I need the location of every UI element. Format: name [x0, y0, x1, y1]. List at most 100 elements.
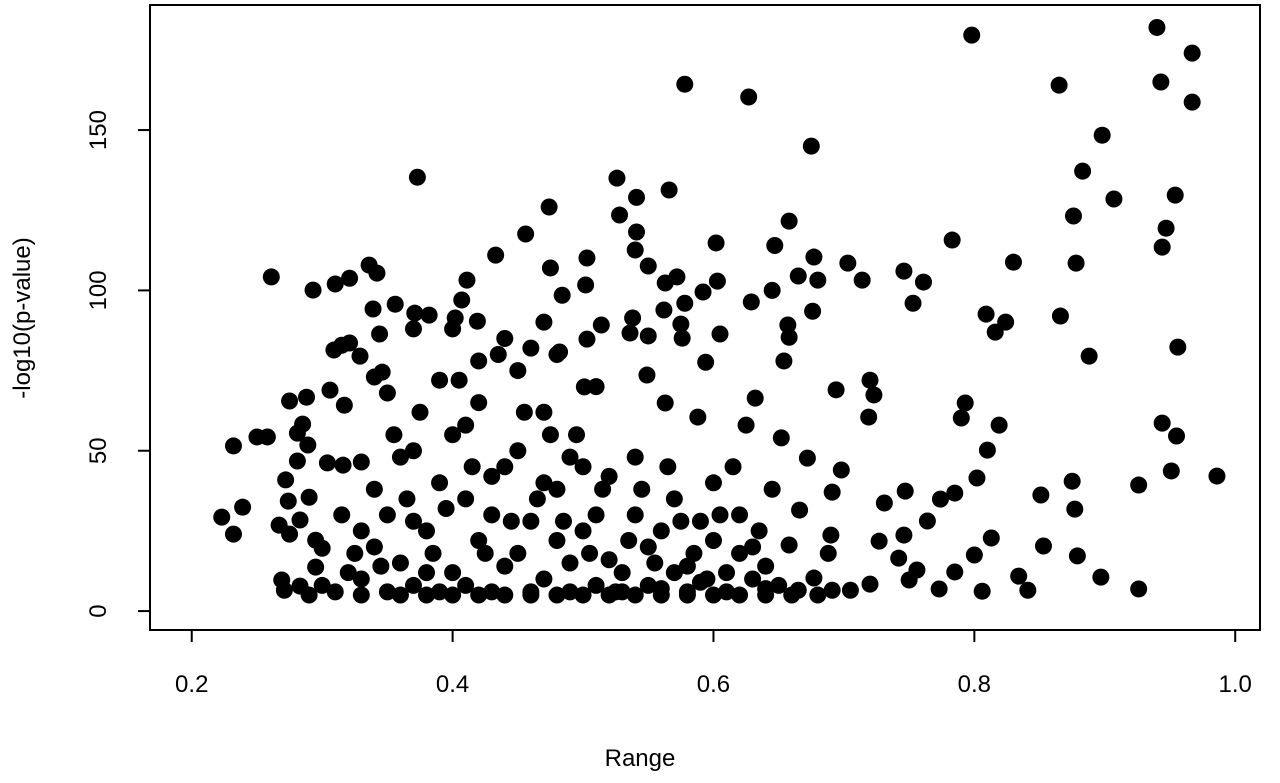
- point: [509, 362, 527, 380]
- point: [805, 248, 823, 266]
- point: [678, 557, 696, 575]
- point: [418, 522, 436, 540]
- point: [875, 494, 893, 512]
- point: [1034, 537, 1052, 555]
- point: [918, 512, 936, 530]
- point: [224, 437, 242, 455]
- x-tick-label: 0.6: [697, 671, 730, 698]
- point: [1019, 581, 1037, 599]
- point: [676, 294, 694, 312]
- point: [404, 576, 422, 594]
- point: [805, 569, 823, 587]
- point: [930, 580, 948, 598]
- point: [578, 249, 596, 267]
- point: [660, 181, 678, 199]
- point: [483, 467, 501, 485]
- point: [574, 522, 592, 540]
- point: [673, 329, 691, 347]
- point: [470, 394, 488, 412]
- point: [624, 309, 642, 327]
- point: [437, 499, 455, 517]
- point: [568, 426, 586, 444]
- point: [291, 511, 309, 529]
- point: [1130, 580, 1148, 598]
- point: [313, 539, 331, 557]
- point: [496, 586, 514, 604]
- point: [574, 586, 592, 604]
- point: [931, 490, 949, 508]
- point: [386, 295, 404, 313]
- point: [281, 525, 299, 543]
- point: [554, 512, 572, 530]
- point: [626, 448, 644, 466]
- point: [346, 544, 364, 562]
- point: [378, 583, 396, 601]
- point: [522, 512, 540, 530]
- point: [420, 306, 438, 324]
- point: [809, 271, 827, 289]
- point: [1050, 76, 1068, 94]
- point: [333, 506, 351, 524]
- point: [341, 269, 359, 287]
- point: [665, 490, 683, 508]
- y-tick-label: 50: [85, 437, 112, 464]
- point: [541, 426, 559, 444]
- point: [515, 403, 533, 421]
- point: [780, 328, 798, 346]
- point: [496, 458, 514, 476]
- point: [946, 563, 964, 581]
- point: [633, 480, 651, 498]
- point: [325, 341, 343, 359]
- point: [592, 316, 610, 334]
- point: [770, 576, 788, 594]
- point: [548, 346, 566, 364]
- point: [258, 428, 276, 446]
- point: [639, 327, 657, 345]
- x-tick-label: 1.0: [1219, 671, 1252, 698]
- point: [718, 583, 736, 601]
- point: [548, 480, 566, 498]
- y-tick-label: 150: [85, 110, 112, 150]
- point: [659, 458, 677, 476]
- point: [783, 586, 801, 604]
- point: [718, 564, 736, 582]
- point: [823, 483, 841, 501]
- point: [577, 276, 595, 294]
- point: [1152, 73, 1170, 91]
- point: [608, 169, 626, 187]
- point: [318, 454, 336, 472]
- point: [965, 546, 983, 564]
- point: [496, 557, 514, 575]
- point: [832, 461, 850, 479]
- point: [798, 449, 816, 467]
- point: [1004, 253, 1022, 271]
- point: [731, 506, 749, 524]
- point: [1166, 186, 1184, 204]
- point: [895, 526, 913, 544]
- point: [391, 448, 409, 466]
- point: [639, 538, 657, 556]
- point: [1168, 427, 1186, 445]
- point: [626, 241, 644, 259]
- point: [418, 564, 436, 582]
- point: [1153, 414, 1171, 432]
- point: [731, 544, 749, 562]
- point: [620, 532, 638, 550]
- point: [1105, 190, 1123, 208]
- point: [517, 225, 535, 243]
- point: [865, 386, 883, 404]
- point: [652, 586, 670, 604]
- point: [398, 490, 416, 508]
- point: [704, 586, 722, 604]
- point: [943, 231, 961, 249]
- point: [540, 198, 558, 216]
- point: [639, 257, 657, 275]
- point: [986, 323, 1004, 341]
- point: [275, 581, 293, 599]
- point: [639, 576, 657, 594]
- point: [638, 366, 656, 384]
- point: [326, 583, 344, 601]
- point: [982, 529, 1000, 547]
- point: [444, 426, 462, 444]
